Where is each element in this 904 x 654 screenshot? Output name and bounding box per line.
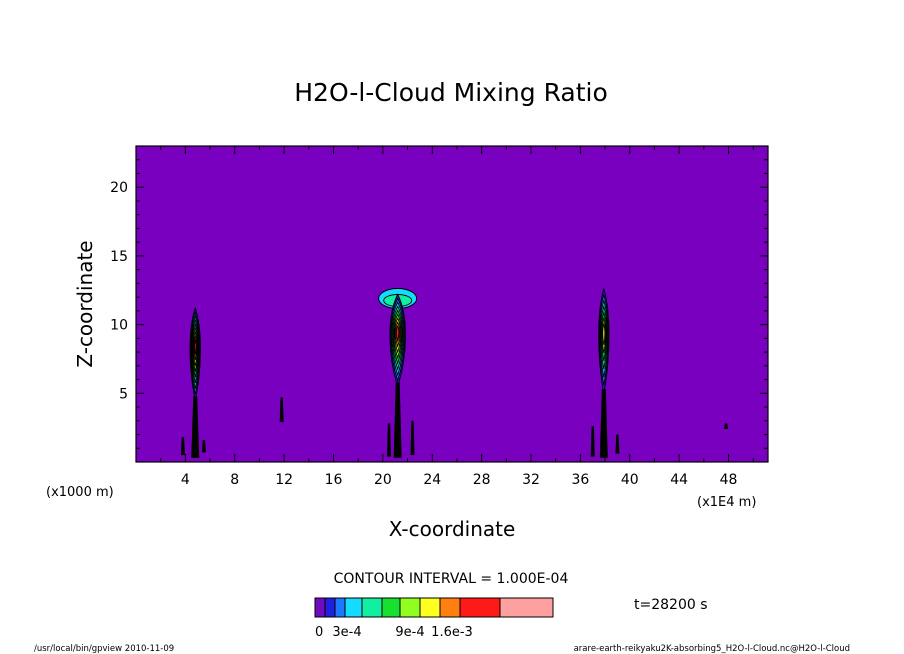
colorbar xyxy=(314,597,554,618)
plot-background xyxy=(136,146,768,462)
colorbar-labels: 0 3e-4 9e-4 1.6e-3 xyxy=(315,625,473,640)
colorbar-swatch xyxy=(361,597,383,618)
x-tick-label: 4 xyxy=(181,472,190,488)
y-axis-label: Z-coordinate xyxy=(73,240,97,367)
y-tick-label: 5 xyxy=(119,386,128,402)
x-tick-label: 36 xyxy=(571,472,589,488)
near-surface-feature xyxy=(279,397,284,423)
cloud-3-stem xyxy=(599,389,608,458)
x-tick-label: 44 xyxy=(670,472,688,488)
colorbar-swatch xyxy=(344,597,363,618)
near-surface-feature xyxy=(724,423,729,430)
near-surface-feature xyxy=(410,420,415,456)
x-tick-label: 48 xyxy=(720,472,738,488)
colorbar-swatch xyxy=(381,597,401,618)
colorbar-swatch xyxy=(334,597,346,618)
colorbar-swatch xyxy=(324,597,336,618)
colorbar-swatch xyxy=(419,597,441,618)
colorbar-label: 1.6e-3 xyxy=(431,625,473,640)
near-surface-feature xyxy=(387,423,392,457)
x-tick-label: 40 xyxy=(621,472,639,488)
y-tick-label: 15 xyxy=(110,249,128,265)
near-surface-feature xyxy=(180,437,185,456)
near-surface-feature xyxy=(615,434,620,454)
y-tick-label: 10 xyxy=(110,318,128,334)
cloud-3-level xyxy=(602,322,606,346)
near-surface-feature xyxy=(201,440,206,453)
colorbar-label: 9e-4 xyxy=(395,625,424,640)
colorbar-label: 0 xyxy=(315,625,323,640)
contour-interval-label: CONTOUR INTERVAL = 1.000E-04 xyxy=(334,571,569,587)
footer-left: /usr/local/bin/gpview 2010-11-09 xyxy=(34,644,174,654)
cloud-2-level xyxy=(396,325,400,343)
x-tick-label: 32 xyxy=(522,472,540,488)
time-label: t=28200 s xyxy=(634,597,708,613)
x-tick-label: 24 xyxy=(423,472,441,488)
x-axis-label: X-coordinate xyxy=(389,517,516,541)
near-surface-feature xyxy=(590,426,595,457)
colorbar-swatch xyxy=(459,597,501,618)
x-units-left: (x1000 m) xyxy=(46,485,114,500)
y-tick-label: 20 xyxy=(110,180,128,196)
colorbar-swatch xyxy=(399,597,421,618)
x-tick-label: 12 xyxy=(275,472,293,488)
x-tick-label: 28 xyxy=(473,472,491,488)
cloud-1-level xyxy=(193,338,197,355)
cloud-contours xyxy=(180,287,729,458)
plot-frame xyxy=(135,145,769,463)
colorbar-swatch xyxy=(439,597,461,618)
x-units-right: (x1E4 m) xyxy=(697,495,756,510)
cloud-2-stem xyxy=(393,382,402,458)
chart-title: H2O-l-Cloud Mixing Ratio xyxy=(294,78,608,107)
x-tick-label: 8 xyxy=(230,472,239,488)
cloud-1-stem xyxy=(191,396,200,458)
colorbar-swatch xyxy=(314,597,326,618)
colorbar-label: 3e-4 xyxy=(332,625,361,640)
colorbar-swatch xyxy=(499,597,554,618)
x-tick-label: 20 xyxy=(374,472,392,488)
footer-right: arare-earth-reikyaku2K-absorbing5_H2O-l-… xyxy=(574,644,850,654)
x-tick-label: 16 xyxy=(325,472,343,488)
